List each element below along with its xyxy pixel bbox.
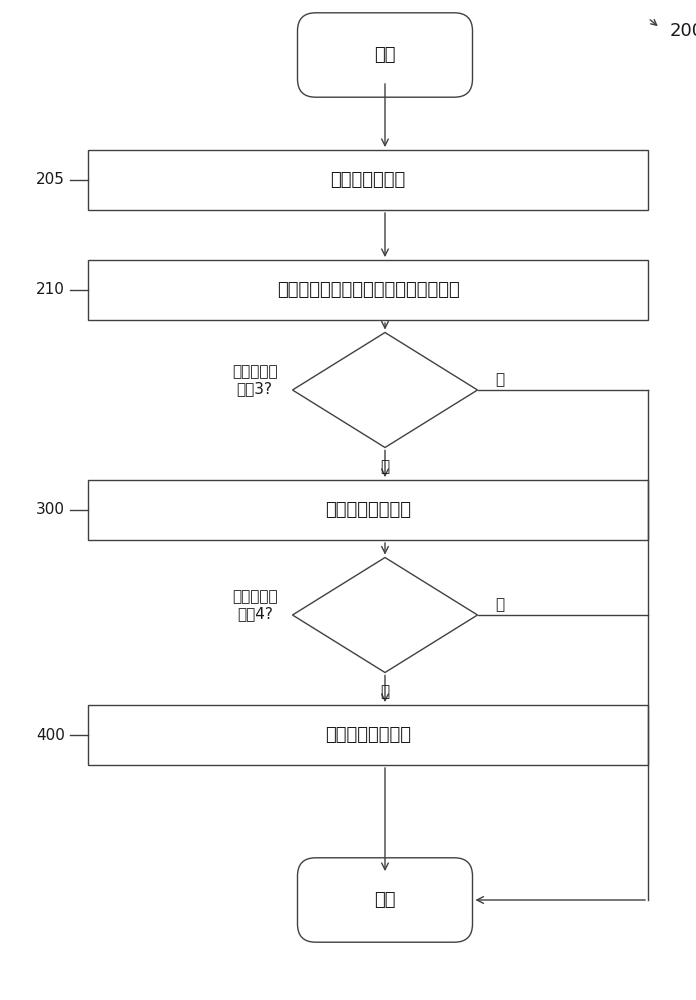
Text: 否: 否: [496, 597, 505, 612]
Bar: [88, 260, 648, 320]
FancyBboxPatch shape: [297, 13, 473, 97]
Text: 200: 200: [670, 22, 696, 40]
Text: 执行第二阶段分析: 执行第二阶段分析: [325, 501, 411, 519]
Text: 获得多回波数据: 获得多回波数据: [331, 171, 406, 189]
Text: 结束: 结束: [374, 891, 396, 909]
Text: 回波的数量
大于3?: 回波的数量 大于3?: [232, 364, 278, 396]
Text: 是: 是: [381, 460, 390, 475]
Text: 执行第三阶段分析: 执行第三阶段分析: [325, 726, 411, 744]
Bar: [88, 150, 648, 210]
Text: 否: 否: [496, 372, 505, 387]
Text: 300: 300: [36, 502, 65, 518]
Text: 205: 205: [36, 172, 65, 188]
Bar: [88, 480, 648, 540]
FancyBboxPatch shape: [297, 858, 473, 942]
Text: 开始: 开始: [374, 46, 396, 64]
Text: 210: 210: [36, 282, 65, 298]
Polygon shape: [292, 558, 477, 672]
Text: 400: 400: [36, 728, 65, 742]
Polygon shape: [292, 332, 477, 448]
Text: 回波的数量
大于4?: 回波的数量 大于4?: [232, 589, 278, 621]
Text: 确定对于水和脂肪信号量的初始猜测値: 确定对于水和脂肪信号量的初始猜测値: [276, 281, 459, 299]
Text: 是: 是: [381, 684, 390, 700]
Bar: [88, 705, 648, 765]
